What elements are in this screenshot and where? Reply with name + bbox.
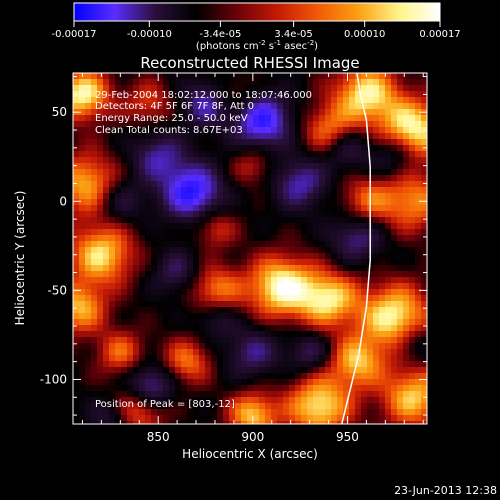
y-tick-label: -50: [47, 283, 67, 297]
footer-timestamp: 23-Jun-2013 12:38: [394, 484, 497, 497]
x-tick-label: 900: [241, 430, 264, 444]
colorbar-tick-label: -0.00010: [127, 29, 172, 40]
colorbar-ticks: -0.00017 -0.00010 -3.4e-05 3.4e-05 0.00010 0.…: [52, 21, 461, 40]
annotation-peak-position: Position of Peak = [803,-12]: [95, 399, 235, 410]
x-axis-label: Heliocentric X (arcsec): [182, 447, 318, 461]
x-tick-label: 950: [336, 430, 359, 444]
plot-frame: [72, 72, 428, 425]
colorbar-tick-label: -3.4e-05: [199, 29, 241, 40]
colorbar-tick-label: -0.00017: [52, 29, 97, 40]
colorbar: -0.00017 -0.00010 -3.4e-05 3.4e-05 0.00010 0.…: [52, 2, 461, 52]
colorbar-tick-label: 0.00010: [344, 29, 385, 40]
annotation-detectors: Detectors: 4F 5F 6F 7F 8F, Att 0: [95, 101, 254, 112]
annotation-clean-counts: Clean Total counts: 8.67E+03: [95, 125, 243, 136]
annotation-energy-range: Energy Range: 25.0 - 50.0 keV: [95, 113, 248, 124]
y-tick-label: -100: [40, 372, 67, 386]
colorbar-tick-label: 3.4e-05: [274, 29, 312, 40]
axes-ticks: 850 900 950 50 0 -50 -100: [40, 73, 427, 444]
annotation-time-range: 29-Feb-2004 18:02:12.000 to 18:07:46.000: [95, 90, 312, 101]
peak-marker: [267, 161, 272, 166]
x-tick-label: 850: [147, 430, 170, 444]
chart-title: Reconstructed RHESSI Image: [140, 54, 359, 72]
plot-area: 850 900 950 50 0 -50 -100 29-Feb-2004 18:02:12…: [40, 72, 428, 444]
y-axis-label: Heliocentric Y (arcsec): [13, 191, 27, 326]
colorbar-tick-label: 0.00017: [419, 29, 460, 40]
y-tick-label: 0: [59, 194, 67, 208]
colorbar-unit-label: (photons cm-2 s-1 asec-2): [196, 39, 318, 52]
colorbar-strip: [73, 2, 441, 22]
y-tick-label: 50: [52, 105, 67, 119]
solar-limb-curve: [341, 73, 371, 424]
